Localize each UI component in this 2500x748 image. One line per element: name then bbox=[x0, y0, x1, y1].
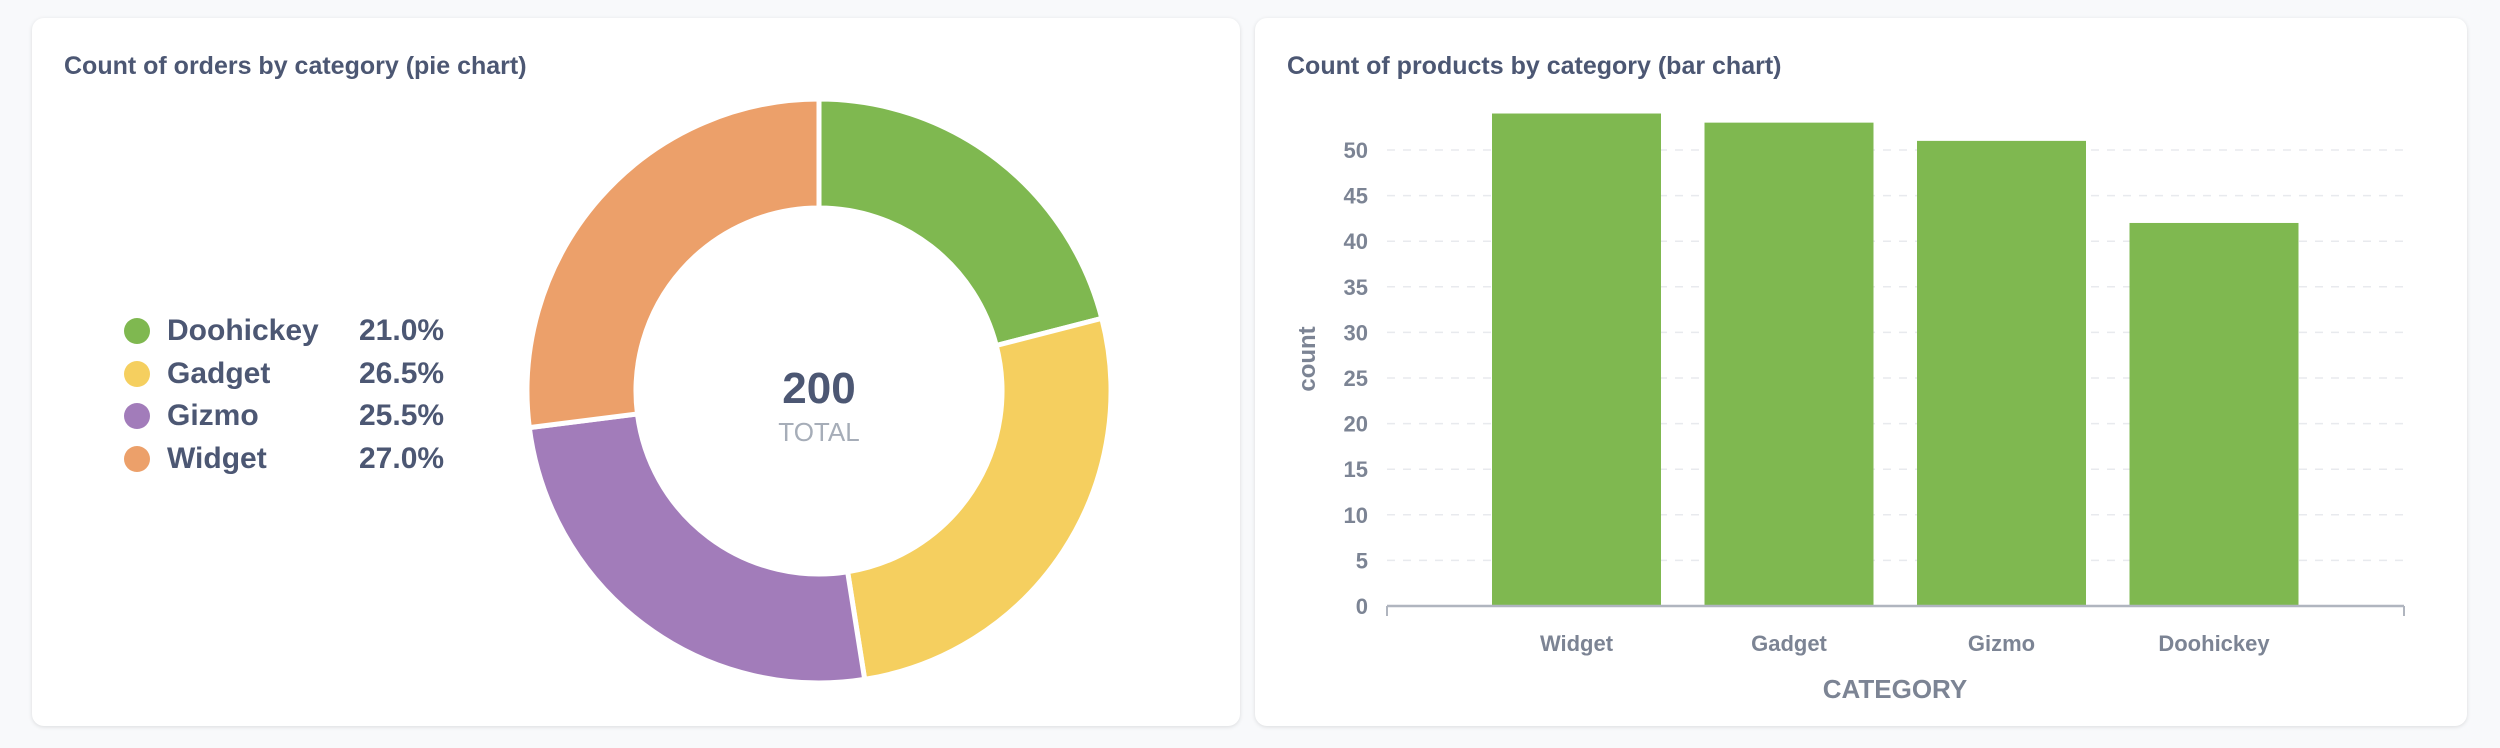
legend-item[interactable]: Gizmo 25.5% bbox=[124, 395, 444, 438]
x-tick-label: Doohickey bbox=[2158, 631, 2270, 656]
legend-item[interactable]: Gadget 26.5% bbox=[124, 353, 444, 396]
bar-gadget[interactable] bbox=[1704, 122, 1874, 606]
bar-gizmo[interactable] bbox=[1917, 140, 2086, 606]
legend-percent: 21.0% bbox=[359, 314, 445, 348]
bar-chart-card: Count of products by category (bar chart… bbox=[1255, 18, 2467, 726]
pie-chart-card: Count of orders by category (pie chart) … bbox=[32, 18, 1240, 726]
legend-dot bbox=[124, 360, 150, 387]
legend-dot bbox=[124, 403, 150, 430]
x-axis-label: CATEGORY bbox=[1823, 674, 1967, 704]
y-tick-label: 5 bbox=[1356, 548, 1368, 573]
legend-label: Widget bbox=[167, 441, 267, 475]
legend-label: Gizmo bbox=[167, 399, 259, 433]
x-tick-label: Widget bbox=[1540, 631, 1614, 656]
legend-percent: 27.0% bbox=[359, 441, 445, 475]
legend-item[interactable]: Doohickey 21.0% bbox=[124, 310, 444, 353]
pie-slice-widget[interactable] bbox=[524, 96, 822, 431]
legend-percent: 26.5% bbox=[359, 356, 445, 390]
legend-dot bbox=[124, 318, 150, 345]
y-tick-label: 30 bbox=[1344, 320, 1368, 345]
bar-chart: 0 5 10 15 20 25 30 35 40 45 50 Widget Gadget Gizmo Doo… bbox=[1294, 113, 2405, 704]
donut-total-label: TOTAL bbox=[778, 417, 859, 447]
donut-chart: 200 TOTAL bbox=[524, 96, 1114, 686]
pie-legend: Doohickey 21.0% Gadget 26.5% Gizmo 25.5% Widge… bbox=[124, 310, 444, 480]
legend-item[interactable]: Widget 27.0% bbox=[124, 438, 444, 481]
x-tick-label: Gizmo bbox=[1968, 631, 2035, 656]
y-tick-label: 10 bbox=[1344, 503, 1368, 528]
pie-slice-gadget[interactable] bbox=[844, 315, 1114, 683]
legend-percent: 25.5% bbox=[359, 399, 445, 433]
y-tick-label: 15 bbox=[1344, 457, 1368, 482]
y-tick-label: 0 bbox=[1356, 594, 1368, 619]
y-tick-label: 35 bbox=[1344, 275, 1368, 300]
pie-card-title[interactable]: Count of orders by category (pie chart) bbox=[64, 52, 527, 80]
bar-doohickey[interactable] bbox=[2129, 222, 2299, 606]
x-tick-label: Gadget bbox=[1751, 631, 1827, 656]
bar-widget[interactable] bbox=[1492, 113, 1661, 607]
y-tick-label: 45 bbox=[1344, 184, 1368, 209]
bar-card-title[interactable]: Count of products by category (bar chart… bbox=[1287, 52, 1782, 80]
pie-slice-doohickey[interactable] bbox=[816, 96, 1105, 349]
y-tick-label: 40 bbox=[1344, 229, 1368, 254]
y-tick-label: 50 bbox=[1344, 138, 1368, 163]
legend-dot bbox=[124, 445, 150, 472]
legend-label: Doohickey bbox=[167, 314, 319, 348]
y-tick-label: 25 bbox=[1344, 366, 1368, 391]
donut-total-value: 200 bbox=[782, 364, 855, 413]
legend-label: Gadget bbox=[167, 356, 271, 390]
pie-slice-gizmo[interactable] bbox=[526, 411, 868, 686]
y-axis-label: count bbox=[1294, 326, 1321, 391]
y-tick-label: 20 bbox=[1344, 412, 1368, 437]
